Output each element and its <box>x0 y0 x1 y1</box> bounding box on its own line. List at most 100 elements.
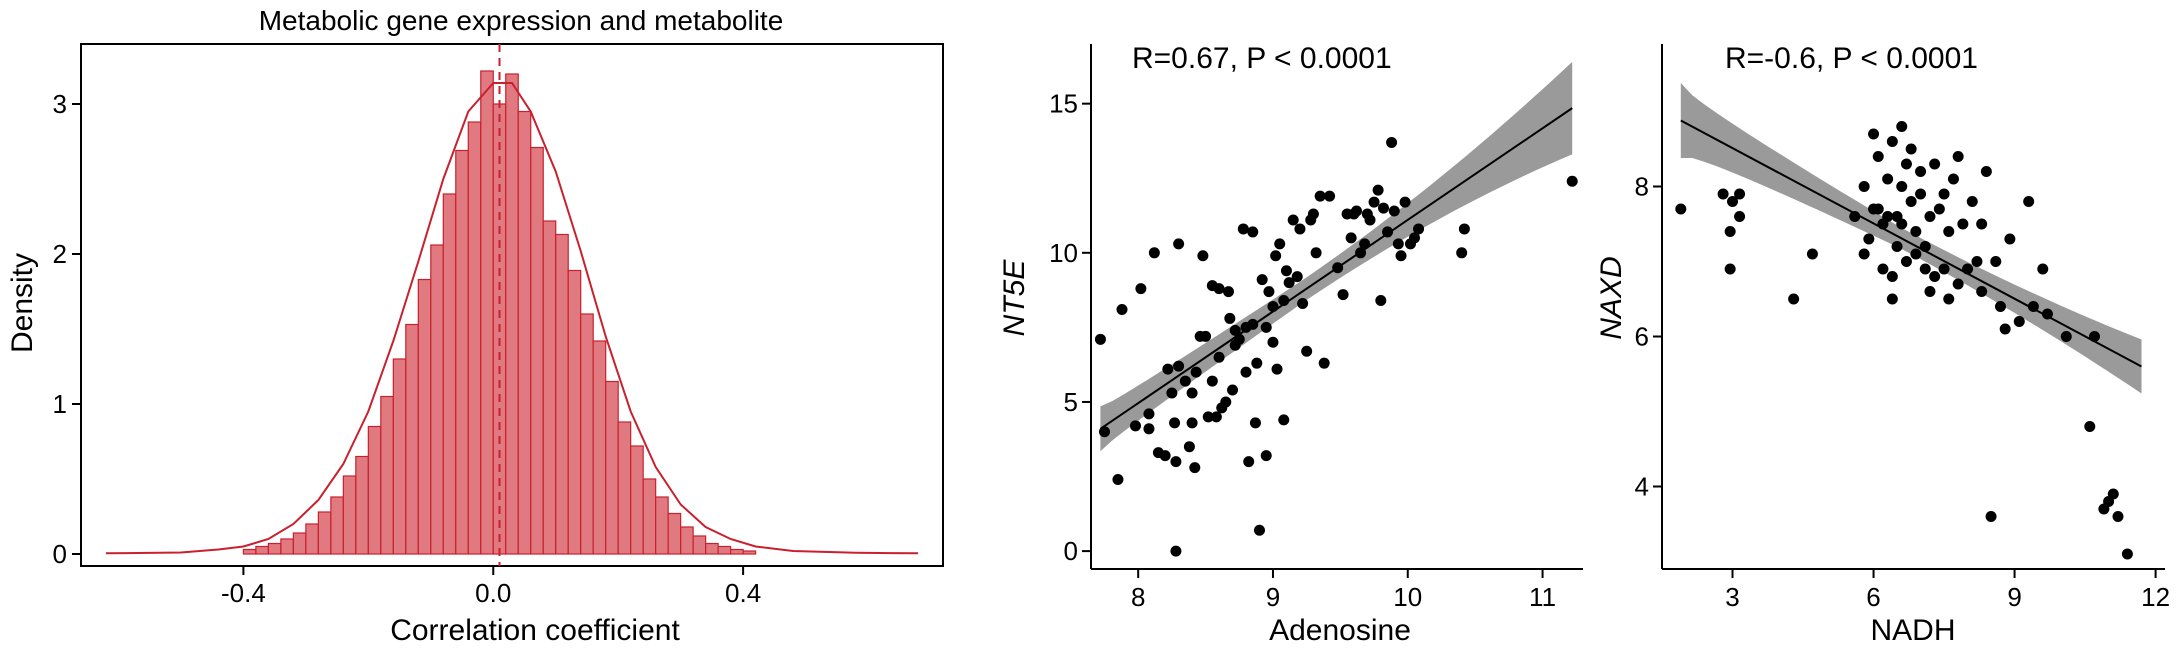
data-point <box>2041 308 2053 320</box>
nt5e-correlation-annotation: R=0.67, P < 0.0001 <box>1132 42 1392 75</box>
data-point <box>1368 196 1380 208</box>
density-curve-group <box>105 44 919 566</box>
data-point <box>1135 283 1147 295</box>
data-point <box>1173 238 1185 250</box>
data-point <box>1162 363 1174 375</box>
y-tick-label: 1 <box>53 389 67 419</box>
data-point <box>1896 181 1908 192</box>
data-point <box>1863 233 1875 245</box>
data-point <box>1337 289 1349 301</box>
histogram-bar <box>330 496 344 555</box>
histogram-bar <box>667 512 682 555</box>
data-point <box>1456 247 1468 259</box>
data-point <box>1314 190 1326 202</box>
confidence-band-area <box>1680 83 2142 394</box>
data-point <box>1240 366 1252 378</box>
nt5e-points <box>1094 136 1578 557</box>
data-point <box>1994 301 2006 312</box>
histogram-bar <box>305 523 319 555</box>
naxd-x-ticks: 3 6 9 12 <box>1725 569 2170 612</box>
data-point <box>1882 211 1894 222</box>
data-point <box>1915 188 1927 200</box>
data-point <box>1112 474 1124 486</box>
y-tick-label: 4 <box>1635 472 1649 502</box>
data-point <box>1098 426 1110 438</box>
data-point <box>1186 417 1198 429</box>
data-point <box>1734 188 1746 200</box>
histogram-bar <box>555 233 569 555</box>
data-point <box>1274 238 1286 250</box>
data-point <box>1990 256 2002 267</box>
data-point <box>1129 420 1141 432</box>
data-point <box>1375 295 1387 307</box>
data-point <box>1222 286 1234 298</box>
histogram-bar <box>430 244 444 555</box>
histogram-bar <box>517 110 532 555</box>
data-point <box>1270 250 1282 262</box>
data-point <box>1278 295 1290 307</box>
data-point <box>1200 330 1212 342</box>
histogram-bar <box>530 146 544 555</box>
data-point <box>1943 226 1955 237</box>
x-tick-label: 0.4 <box>725 578 761 608</box>
x-tick-label: 11 <box>1529 582 1556 612</box>
data-point <box>1999 323 2011 335</box>
histogram-bar <box>480 70 494 555</box>
data-point <box>2004 233 2016 245</box>
histogram-bar <box>380 395 394 555</box>
data-point <box>1724 263 1736 275</box>
data-point <box>1858 181 1870 192</box>
density-curve <box>105 82 919 555</box>
x-tick-label: 8 <box>1131 582 1145 612</box>
data-point <box>1166 387 1178 399</box>
histogram-bar <box>392 358 407 555</box>
data-point <box>1985 511 1997 522</box>
data-point <box>2107 488 2119 500</box>
data-point <box>1324 190 1336 202</box>
data-point <box>1280 265 1292 277</box>
data-point <box>1220 396 1232 408</box>
data-point <box>1189 462 1201 474</box>
histogram-bar <box>505 73 519 555</box>
data-point <box>1929 158 1941 170</box>
data-point <box>2084 421 2096 432</box>
data-point <box>1395 250 1407 262</box>
x-tick-label: 10 <box>1393 582 1422 612</box>
data-point <box>1566 175 1578 187</box>
data-point <box>1382 226 1394 238</box>
data-point <box>1351 205 1363 217</box>
histogram-bar <box>255 545 269 555</box>
histogram-y-axis-title: Density <box>6 253 39 353</box>
data-point <box>1957 218 1969 230</box>
histogram-bar <box>317 511 332 555</box>
data-point <box>1263 286 1275 298</box>
histogram-bar <box>405 323 419 555</box>
data-point <box>1159 450 1171 462</box>
histogram-plot-frame <box>80 43 944 567</box>
histogram-bar <box>630 445 644 555</box>
data-point <box>1905 196 1917 207</box>
data-point <box>1307 208 1319 220</box>
data-point <box>1283 277 1295 289</box>
histogram-bar <box>280 538 294 555</box>
histogram-bar <box>367 425 382 555</box>
histogram-bar <box>680 526 694 555</box>
data-point <box>1210 411 1222 423</box>
histogram-bar <box>242 548 257 555</box>
data-point <box>1169 417 1181 429</box>
histogram-bar <box>355 455 369 555</box>
data-point <box>1910 248 1922 260</box>
histogram-bar <box>717 545 732 555</box>
x-tick-label: 9 <box>2007 582 2021 612</box>
data-point <box>1170 456 1182 468</box>
data-point <box>1256 274 1268 286</box>
data-point <box>1364 214 1376 226</box>
histogram-bar <box>705 542 719 555</box>
data-point <box>1206 375 1218 387</box>
histogram-y-ticks: 0 1 2 3 <box>53 89 81 569</box>
naxd-fit-line-group <box>1680 119 2142 368</box>
data-point <box>1806 248 1818 260</box>
naxd-y-ticks: 4 6 8 <box>1635 172 1662 502</box>
data-point <box>1294 223 1306 235</box>
histogram-bar <box>542 220 557 555</box>
